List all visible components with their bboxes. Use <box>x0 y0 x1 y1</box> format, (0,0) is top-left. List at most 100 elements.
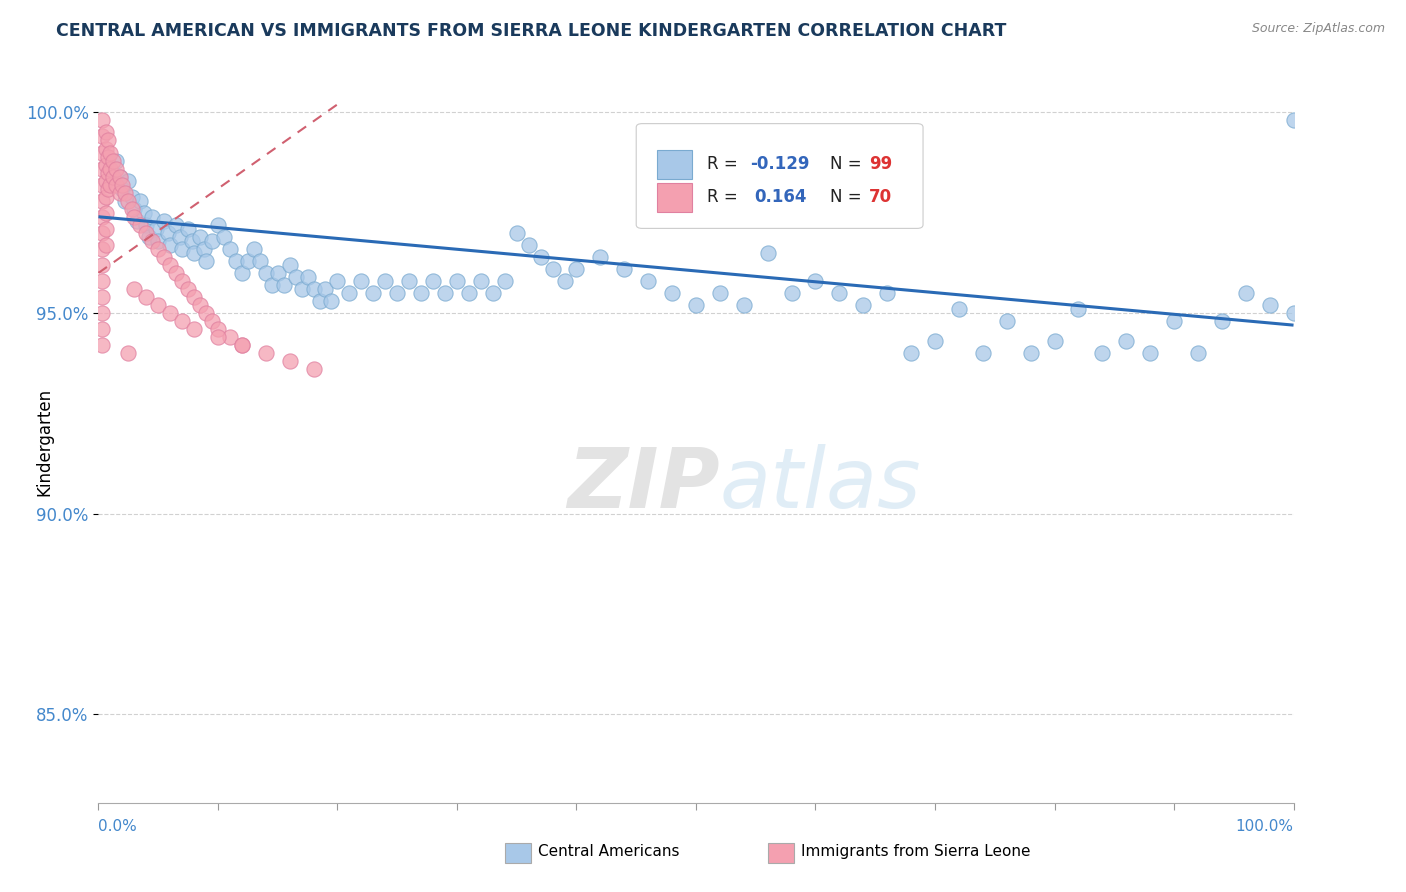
Point <box>91 113 114 128</box>
Point <box>91 306 114 320</box>
Point <box>148 234 170 248</box>
Point <box>278 354 301 368</box>
Point <box>117 174 139 188</box>
Point <box>506 226 529 240</box>
Point <box>97 150 120 164</box>
Text: R =: R = <box>707 188 748 206</box>
Point <box>91 145 114 160</box>
Point <box>105 153 128 168</box>
Point <box>91 290 114 304</box>
Point <box>661 286 683 301</box>
Point <box>1234 286 1257 301</box>
Point <box>254 346 277 360</box>
Bar <box>768 843 794 863</box>
Point <box>135 218 157 232</box>
Text: Immigrants from Sierra Leone: Immigrants from Sierra Leone <box>801 845 1031 859</box>
Point <box>434 286 457 301</box>
Point <box>284 270 307 285</box>
Point <box>1067 302 1090 317</box>
Point <box>267 266 290 280</box>
Point <box>260 278 283 293</box>
Point <box>111 178 134 192</box>
Point <box>254 266 277 280</box>
Point <box>108 186 131 200</box>
Point <box>1282 306 1305 320</box>
Point <box>302 282 325 296</box>
Point <box>188 298 211 312</box>
Point <box>125 214 148 228</box>
Bar <box>505 843 531 863</box>
Text: 70: 70 <box>869 188 893 206</box>
Point <box>183 290 205 304</box>
Text: atlas: atlas <box>720 444 921 525</box>
Point <box>207 322 229 336</box>
Point <box>91 322 114 336</box>
Point <box>193 242 215 256</box>
Point <box>219 242 242 256</box>
Point <box>97 134 120 148</box>
Point <box>141 234 163 248</box>
Point <box>91 129 114 144</box>
Point <box>98 145 122 160</box>
Point <box>231 338 253 352</box>
Point <box>326 274 349 288</box>
Point <box>94 158 117 172</box>
Point <box>201 314 224 328</box>
Point <box>94 238 117 252</box>
Point <box>91 161 114 176</box>
Text: Kindergarten: Kindergarten <box>35 387 53 496</box>
Point <box>780 286 803 301</box>
Point <box>709 286 731 301</box>
Text: ZIP: ZIP <box>567 444 720 525</box>
Point <box>207 330 229 344</box>
Point <box>172 242 194 256</box>
Point <box>94 190 117 204</box>
Point <box>129 218 152 232</box>
Point <box>195 254 218 268</box>
Bar <box>657 183 692 212</box>
Point <box>1139 346 1161 360</box>
Point <box>94 126 117 140</box>
Point <box>446 274 468 288</box>
Point <box>156 226 179 240</box>
Point <box>411 286 433 301</box>
Point <box>183 246 205 260</box>
Point <box>530 250 553 264</box>
Point <box>756 246 779 260</box>
Point <box>1043 334 1066 349</box>
Point <box>225 254 247 268</box>
Point <box>172 314 194 328</box>
Point <box>183 322 205 336</box>
Text: Central Americans: Central Americans <box>538 845 679 859</box>
Point <box>350 274 373 288</box>
Point <box>94 206 117 220</box>
Point <box>685 298 707 312</box>
Point <box>494 274 516 288</box>
Point <box>108 169 131 184</box>
Point <box>231 266 253 280</box>
Point <box>177 222 200 236</box>
Point <box>398 274 420 288</box>
Point <box>828 286 851 301</box>
Bar <box>657 150 692 178</box>
Point <box>900 346 922 360</box>
Point <box>105 178 128 192</box>
Point <box>385 286 409 301</box>
Point <box>94 142 117 156</box>
Point <box>876 286 898 301</box>
Point <box>613 262 636 277</box>
Point <box>243 242 266 256</box>
Point <box>1115 334 1137 349</box>
Point <box>1019 346 1042 360</box>
Point <box>458 286 481 301</box>
Point <box>195 306 218 320</box>
Point <box>236 254 259 268</box>
Point <box>470 274 492 288</box>
Point <box>148 242 170 256</box>
Point <box>308 294 330 309</box>
Point <box>172 274 194 288</box>
FancyBboxPatch shape <box>637 124 924 228</box>
Point <box>165 218 187 232</box>
Point <box>177 282 200 296</box>
Point <box>98 178 122 192</box>
